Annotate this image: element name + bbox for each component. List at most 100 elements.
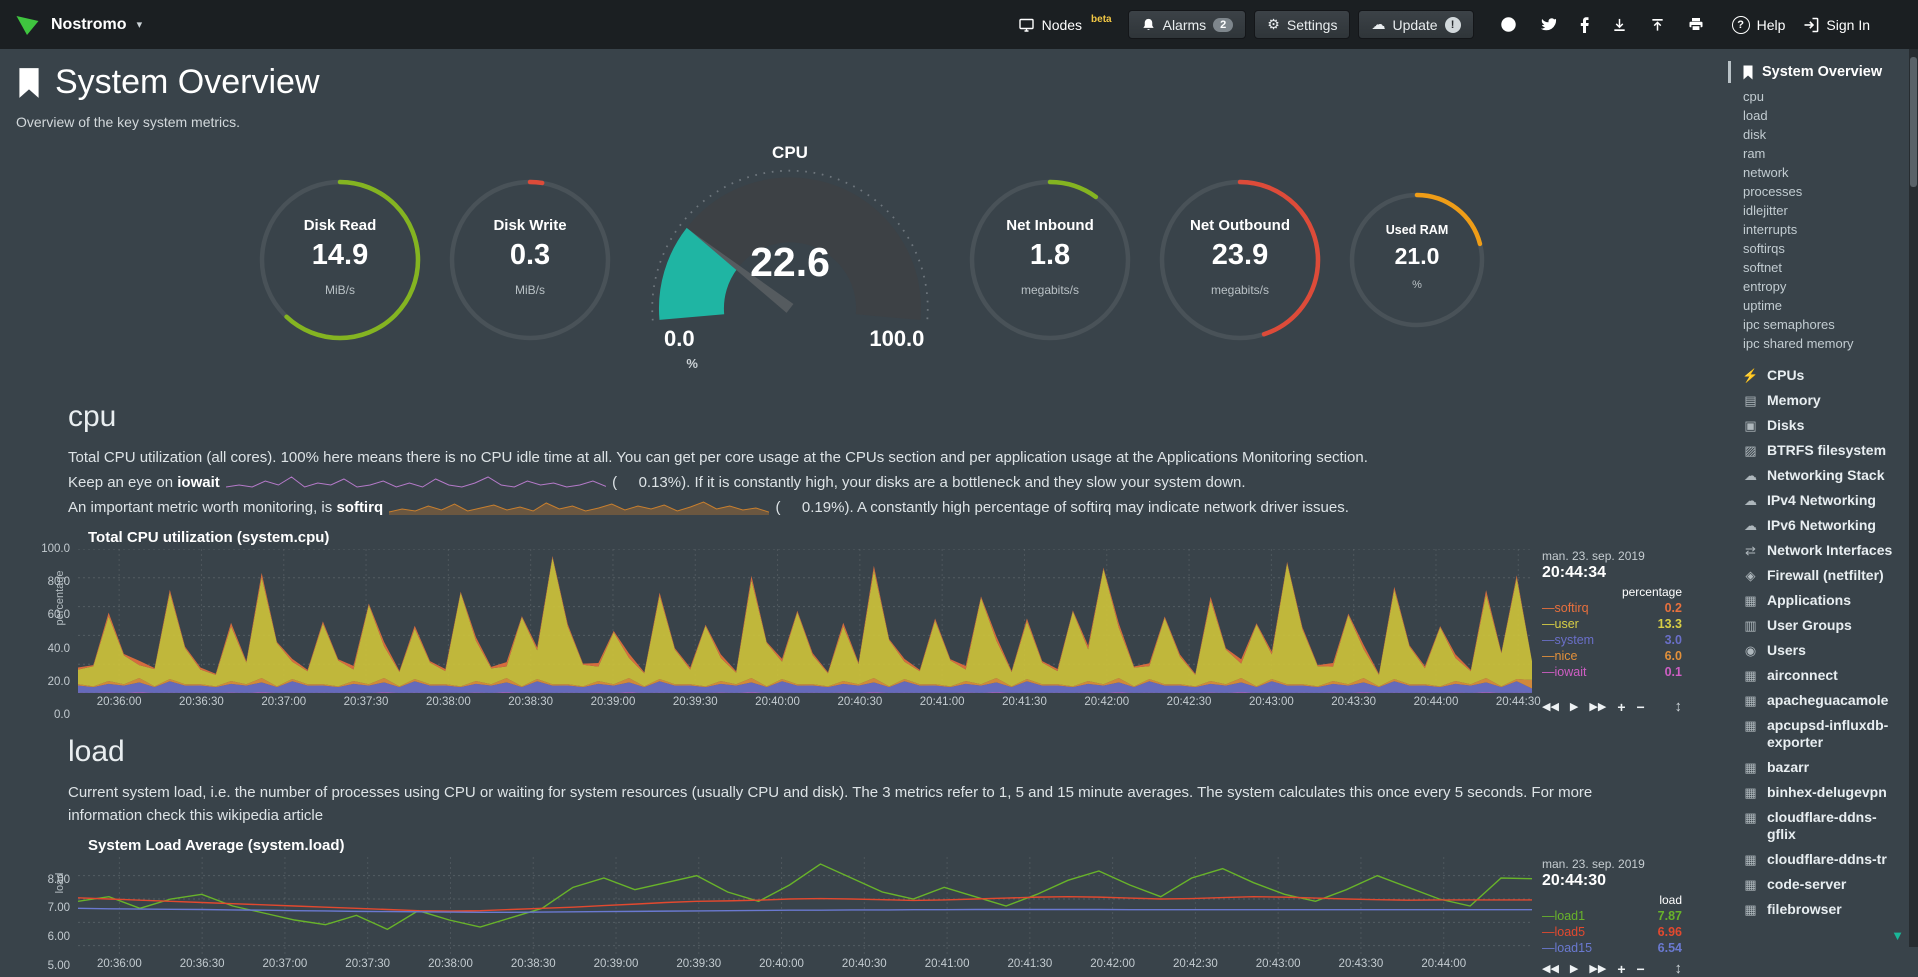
- zoom-in-button[interactable]: +: [1617, 961, 1625, 977]
- chart-resize-handle[interactable]: ↕: [1675, 960, 1683, 977]
- sidebar-item-softirqs[interactable]: softirqs: [1743, 239, 1899, 258]
- print-button[interactable]: [1686, 15, 1706, 34]
- sidebar-item-binhex-delugevpn[interactable]: ▦binhex-delugevpn: [1742, 780, 1899, 805]
- export-button[interactable]: [1648, 15, 1667, 35]
- sidebar-item-uptime[interactable]: uptime: [1743, 296, 1899, 315]
- sidebar-item-apacheguacamole[interactable]: ▦apacheguacamole: [1742, 688, 1899, 713]
- sidebar-item-system-overview[interactable]: System Overview: [1728, 59, 1899, 85]
- play-button[interactable]: ▶: [1570, 962, 1578, 975]
- twitter-button[interactable]: [1538, 15, 1559, 34]
- x-tick: 20:44:00: [1414, 696, 1459, 708]
- sidebar-item-processes[interactable]: processes: [1743, 182, 1899, 201]
- zoom-in-button[interactable]: +: [1617, 699, 1625, 715]
- sidebar-item-airconnect[interactable]: ▦airconnect: [1742, 663, 1899, 688]
- sidebar-item-apcupsd-influxdb-exporter[interactable]: ▦apcupsd-influxdb-exporter: [1742, 713, 1899, 755]
- sidebar-item-network-interfaces[interactable]: ⇄Network Interfaces: [1742, 538, 1899, 563]
- sidebar-item-cloudflare-ddns-tr[interactable]: ▦cloudflare-ddns-tr: [1742, 847, 1899, 872]
- cpu-plot[interactable]: [78, 549, 1532, 693]
- sidebar-item-disk[interactable]: disk: [1743, 125, 1899, 144]
- topbar: Nostromo ▾ Nodes beta Alarms 2 ⚙ Setting…: [0, 0, 1918, 49]
- sidebar-item-memory[interactable]: ▤Memory: [1742, 388, 1899, 413]
- shield-icon: ◈: [1742, 567, 1759, 584]
- sidebar-item-entropy[interactable]: entropy: [1743, 277, 1899, 296]
- sidebar-item-users[interactable]: ◉Users: [1742, 638, 1899, 663]
- pan-backward-button[interactable]: ◀◀: [1542, 700, 1559, 713]
- nodes-button[interactable]: Nodes beta: [1016, 13, 1114, 37]
- sidebar-item-network[interactable]: network: [1743, 163, 1899, 182]
- pan-backward-button[interactable]: ◀◀: [1542, 962, 1559, 975]
- sidebar-item-firewall-netfilter-[interactable]: ◈Firewall (netfilter): [1742, 563, 1899, 588]
- topbar-icon-row: [1498, 14, 1706, 35]
- pan-forward-button[interactable]: ▶▶: [1589, 962, 1606, 975]
- net-inbound-value: 1.8: [968, 239, 1132, 272]
- softirq-sparkline[interactable]: [389, 501, 769, 515]
- sidebar-item-ipv6-networking[interactable]: ☁IPv6 Networking: [1742, 513, 1899, 538]
- x-tick: 20:40:30: [842, 958, 887, 970]
- sidebar-item-user-groups[interactable]: ▥User Groups: [1742, 613, 1899, 638]
- bookmark-icon: [1742, 65, 1754, 80]
- sidebar-item-interrupts[interactable]: interrupts: [1743, 220, 1899, 239]
- x-tick: 20:43:30: [1339, 958, 1384, 970]
- sidebar-item-ram[interactable]: ram: [1743, 144, 1899, 163]
- alarms-button[interactable]: Alarms 2: [1128, 10, 1247, 39]
- update-button[interactable]: ☁ Update !: [1358, 10, 1473, 39]
- sidebar-item-disks[interactable]: ▣Disks: [1742, 413, 1899, 438]
- sign-in-button[interactable]: Sign In: [1801, 13, 1872, 37]
- help-button[interactable]: ? Help: [1730, 12, 1788, 38]
- legend-unit: load: [1542, 893, 1682, 907]
- sidebar-item-ipv4-networking[interactable]: ☁IPv4 Networking: [1742, 488, 1899, 513]
- x-tick: 20:42:30: [1167, 696, 1212, 708]
- sidebar-item-btrfs-filesystem[interactable]: ▨BTRFS filesystem: [1742, 438, 1899, 463]
- sidebar-item-filebrowser[interactable]: ▦filebrowser: [1742, 897, 1899, 922]
- sidebar-item-idlejitter[interactable]: idlejitter: [1743, 201, 1899, 220]
- sidebar-item-ipc-semaphores[interactable]: ipc semaphores: [1743, 315, 1899, 334]
- gauge-cpu[interactable]: CPU 22.6 0.0 100.0 %: [650, 143, 930, 378]
- x-tick: 20:39:30: [676, 958, 721, 970]
- import-button[interactable]: [1610, 15, 1629, 35]
- zoom-out-button[interactable]: −: [1637, 699, 1645, 715]
- window-scrollbar: [1909, 49, 1918, 947]
- sidebar-item-load[interactable]: load: [1743, 106, 1899, 125]
- node-selector[interactable]: Nostromo ▾: [14, 12, 142, 38]
- load-plot[interactable]: [78, 857, 1532, 955]
- nodes-icon: [1018, 17, 1035, 33]
- cubes-icon: ▦: [1742, 784, 1759, 801]
- chart-title: Total CPU utilization (system.cpu): [88, 529, 1682, 546]
- users-group-icon: ▥: [1742, 617, 1759, 634]
- zoom-out-button[interactable]: −: [1637, 961, 1645, 977]
- github-button[interactable]: [1498, 14, 1519, 35]
- scrollbar-thumb[interactable]: [1910, 57, 1917, 187]
- play-button[interactable]: ▶: [1570, 700, 1578, 713]
- sidebar-item-applications[interactable]: ▦Applications: [1742, 588, 1899, 613]
- sidebar-item-cpu[interactable]: cpu: [1743, 87, 1899, 106]
- netdata-logo-icon: [14, 12, 41, 38]
- sidebar-item-softnet[interactable]: softnet: [1743, 258, 1899, 277]
- sidebar-item-code-server[interactable]: ▦code-server: [1742, 872, 1899, 897]
- iowait-sparkline[interactable]: [226, 476, 606, 490]
- chart-resize-handle[interactable]: ↕: [1675, 698, 1683, 715]
- bell-icon: [1141, 17, 1156, 33]
- sidebar-item-cpus[interactable]: ⚡CPUs: [1742, 363, 1899, 388]
- facebook-button[interactable]: [1578, 15, 1591, 35]
- sidebar-item-ipc-shared-memory[interactable]: ipc shared memory: [1743, 334, 1899, 353]
- x-tick: 20:39:30: [673, 696, 718, 708]
- settings-button[interactable]: ⚙ Settings: [1254, 10, 1350, 39]
- sidebar-item-bazarr[interactable]: ▦bazarr: [1742, 755, 1899, 780]
- sidebar-item-cloudflare-ddns-gflix[interactable]: ▦cloudflare-ddns-gflix: [1742, 805, 1899, 847]
- pan-forward-button[interactable]: ▶▶: [1589, 700, 1606, 713]
- sidebar-item-networking-stack[interactable]: ☁Networking Stack: [1742, 463, 1899, 488]
